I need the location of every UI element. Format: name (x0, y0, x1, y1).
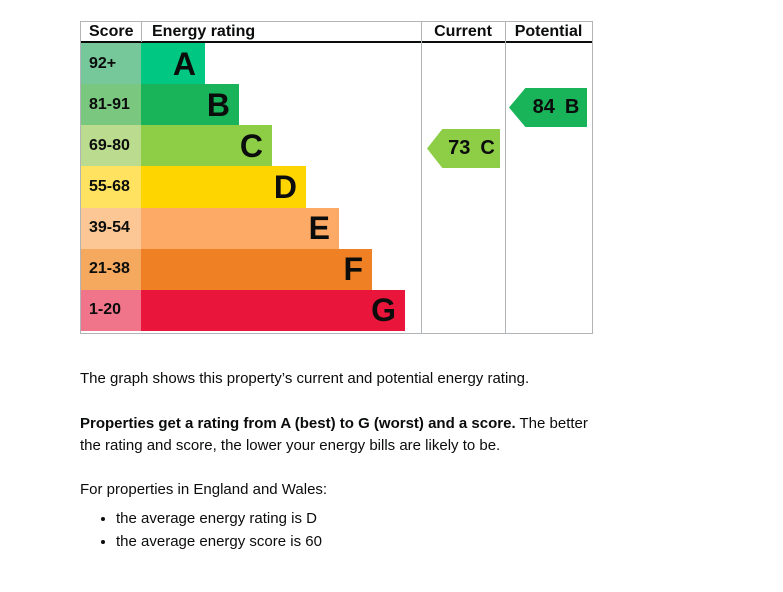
average-stats-list: the average energy rating is D the avera… (80, 508, 620, 553)
potential-rating-letter: B (564, 96, 580, 118)
score-range-e: 39-54 (81, 207, 141, 249)
england-wales-intro: For properties in England and Wales: (80, 481, 328, 498)
score-range-b: 81-91 (81, 84, 141, 126)
band-bar-f: F (141, 248, 372, 290)
rating-explanation-paragraph: Properties get a rating from A (best) to… (80, 413, 608, 456)
score-range-g: 1-20 (81, 289, 141, 331)
chart-header-row: Score Energy rating Current Potential (81, 21, 592, 43)
current-rating-letter: C (480, 137, 495, 159)
current-rating-arrow: 73 C (427, 129, 500, 168)
band-bar-g: G (141, 289, 405, 331)
average-rating-item: the average energy rating is D (116, 508, 620, 530)
graph-description-paragraph: The graph shows this property’s current … (80, 370, 530, 387)
rating-explanation-rest: The better the rating and score, the low… (80, 415, 588, 454)
current-column-divider (421, 22, 422, 333)
band-bar-a: A (141, 43, 205, 85)
potential-rating-arrow: 84 B (509, 88, 587, 127)
potential-column-divider (505, 22, 506, 333)
score-column-header: Score (89, 23, 134, 40)
score-range-d: 55-68 (81, 166, 141, 208)
band-bar-d: D (141, 166, 306, 208)
band-row-e: 39-54 E (81, 207, 592, 249)
current-rating-score: 73 (448, 137, 471, 159)
chart-body: 92+ A 81-91 B 69-80 C 55-68 D 39-54 E 21… (81, 43, 592, 331)
band-row-b: 81-91 B (81, 84, 592, 126)
potential-rating-score: 84 (532, 96, 555, 118)
band-row-d: 55-68 D (81, 166, 592, 208)
score-range-c: 69-80 (81, 125, 141, 167)
band-row-a: 92+ A (81, 43, 592, 85)
energy-rating-column-header: Energy rating (141, 21, 421, 42)
average-score-item: the average energy score is 60 (116, 531, 620, 553)
epc-rating-chart: Score Energy rating Current Potential 92… (80, 21, 593, 334)
rating-explanation-bold: Properties get a rating from A (best) to… (80, 415, 516, 432)
current-column-header: Current (434, 23, 492, 40)
band-bar-e: E (141, 207, 339, 249)
score-range-a: 92+ (81, 43, 141, 85)
potential-column-header: Potential (514, 23, 583, 40)
band-row-f: 21-38 F (81, 248, 592, 290)
band-bar-b: B (141, 84, 239, 126)
score-range-f: 21-38 (81, 248, 141, 290)
band-row-g: 1-20 G (81, 289, 592, 331)
band-bar-c: C (141, 125, 272, 167)
band-row-c: 69-80 C (81, 125, 592, 167)
